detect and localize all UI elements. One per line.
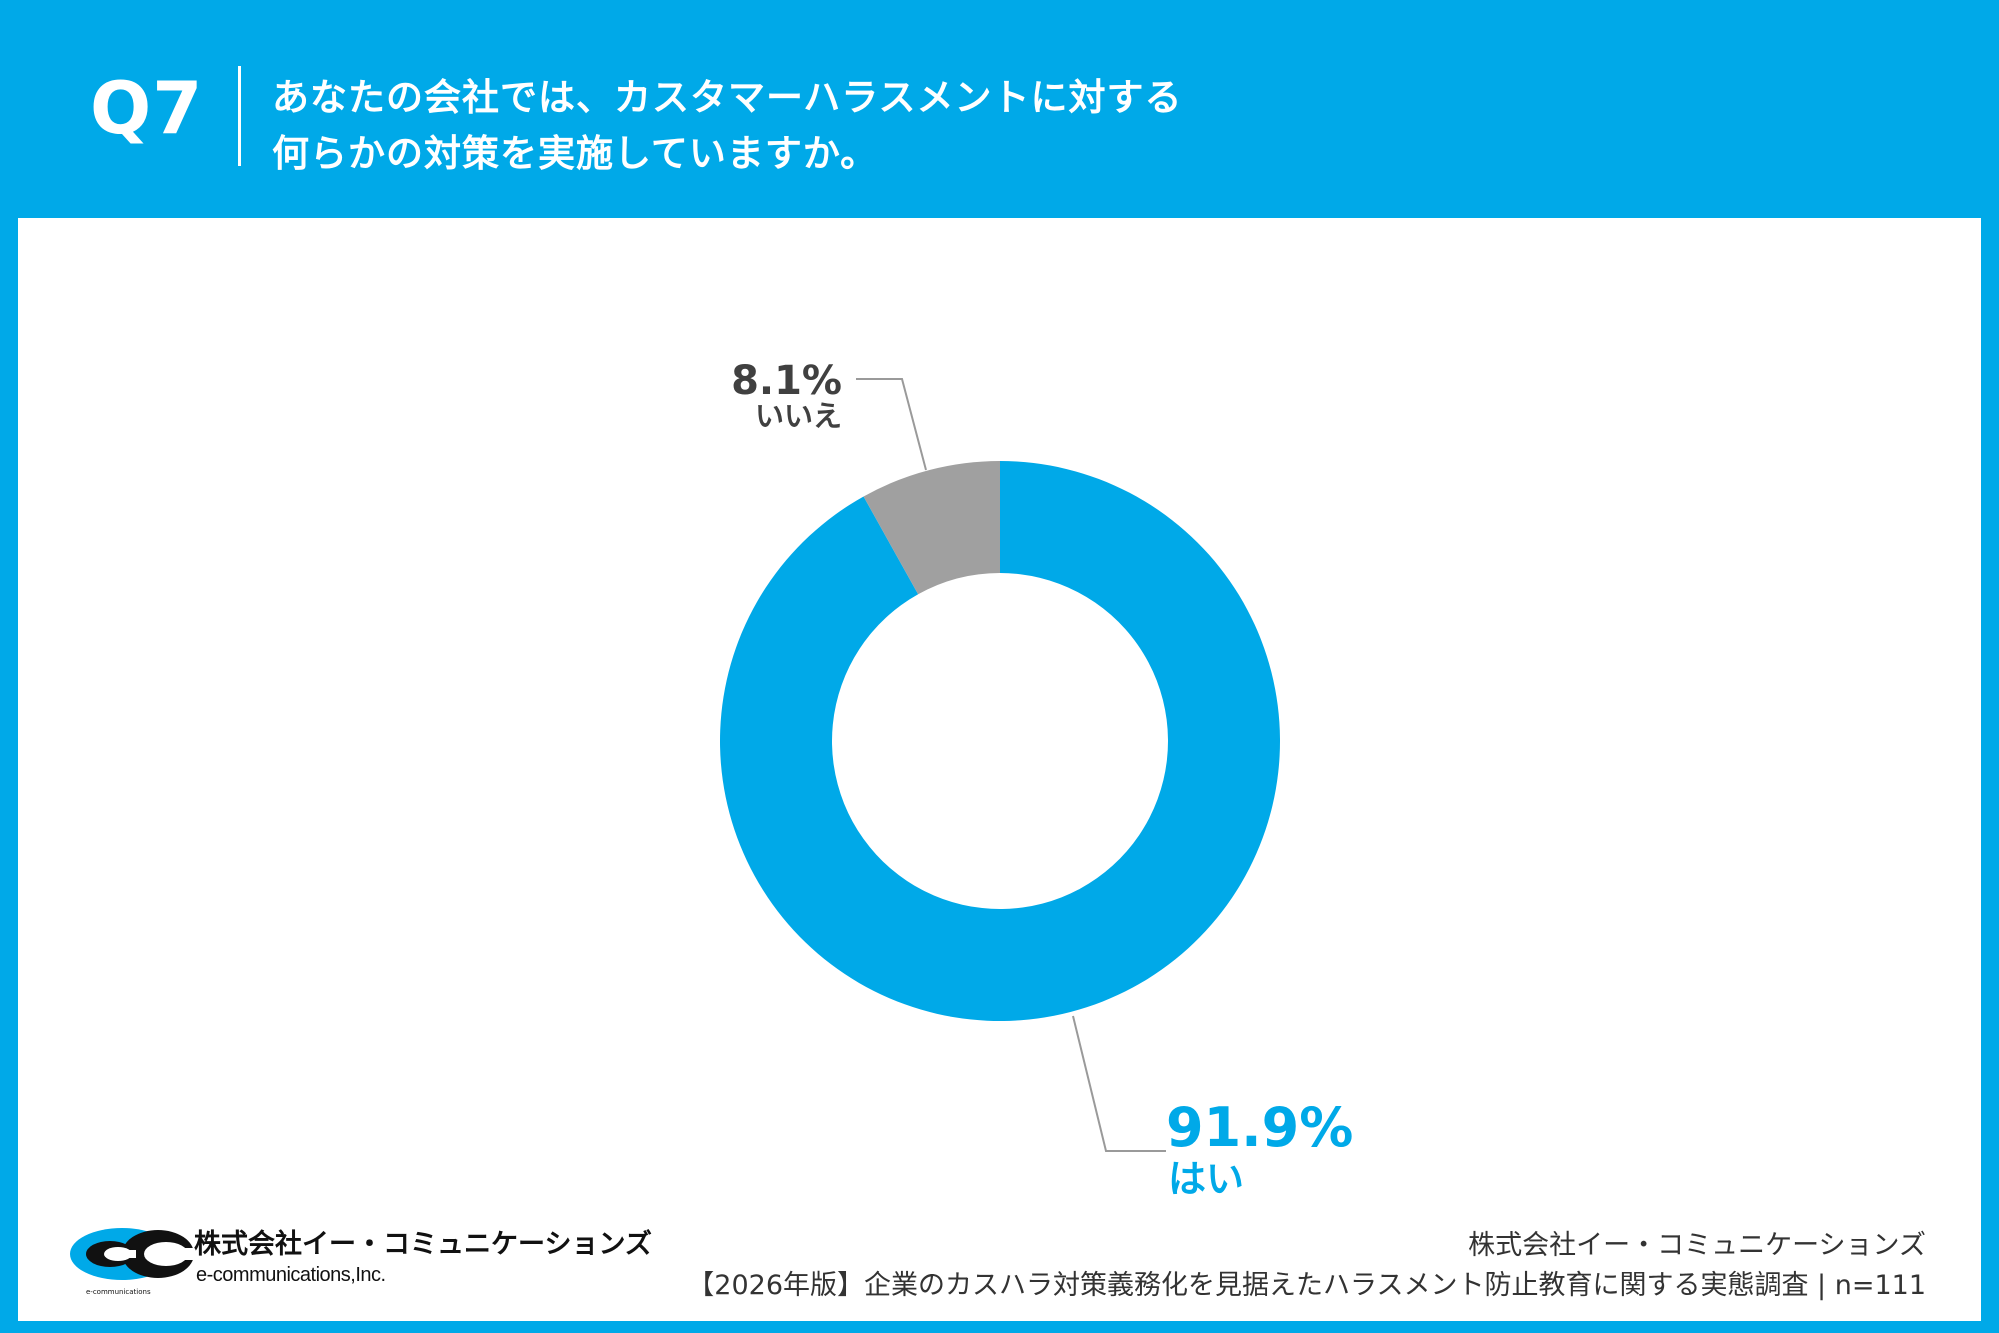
footer-survey-source: 【2026年版】企業のカスハラ対策義務化を見据えたハラスメント防止教育に関する実… — [687, 1270, 1926, 1301]
slice-category-label-no: いいえ — [755, 399, 842, 433]
leader-lines — [856, 378, 1166, 1152]
question-line-1: あなたの会社では、カスタマーハラスメントに対する — [272, 76, 1183, 119]
question-text: あなたの会社では、カスタマーハラスメントに対する 何らかの対策を実施していますか… — [272, 70, 1183, 182]
leader-line-no — [856, 378, 927, 471]
donut-slice-yes — [720, 461, 1281, 1021]
slice-percent-label-no: 8.1% — [731, 358, 842, 404]
footer-company-name: 株式会社イー・コミュニケーションズ — [1468, 1230, 1926, 1261]
donut-slices — [720, 461, 1281, 1021]
logo-company-name-jp: 株式会社イー・コミュニケーションズ — [194, 1229, 652, 1260]
slice-labels: 91.9%はい 8.1%いいえ — [731, 358, 1353, 1201]
question-number: Q7 — [90, 66, 204, 150]
question-header: Q7 あなたの会社では、カスタマーハラスメントに対する 何らかの対策を実施してい… — [0, 0, 1999, 216]
donut-chart: 91.9%はい 8.1%いいえ — [720, 358, 1353, 1201]
chart-panel: 91.9% はい 8.1% いいえ 株式会社イー・コミュニケーションズ e-commu… — [18, 218, 1981, 1321]
question-line-2: 何らかの対策を実施していますか。 — [272, 132, 879, 175]
company-logo: 株式会社イー・コミュニケーションズ e-communications,Inc. … — [66, 1218, 652, 1308]
logo-company-name-en: e-communications,Inc. — [196, 1264, 386, 1286]
leader-line-yes — [1072, 1015, 1166, 1152]
slice-category-label-yes: はい — [1168, 1157, 1244, 1201]
header-divider — [238, 66, 241, 166]
slice-percent-label-yes: 91.9% — [1166, 1096, 1353, 1159]
logo-mark-icon — [70, 1228, 196, 1280]
donut-slice-no — [863, 461, 1000, 595]
logo-tagline: e-communications — [86, 1288, 151, 1296]
